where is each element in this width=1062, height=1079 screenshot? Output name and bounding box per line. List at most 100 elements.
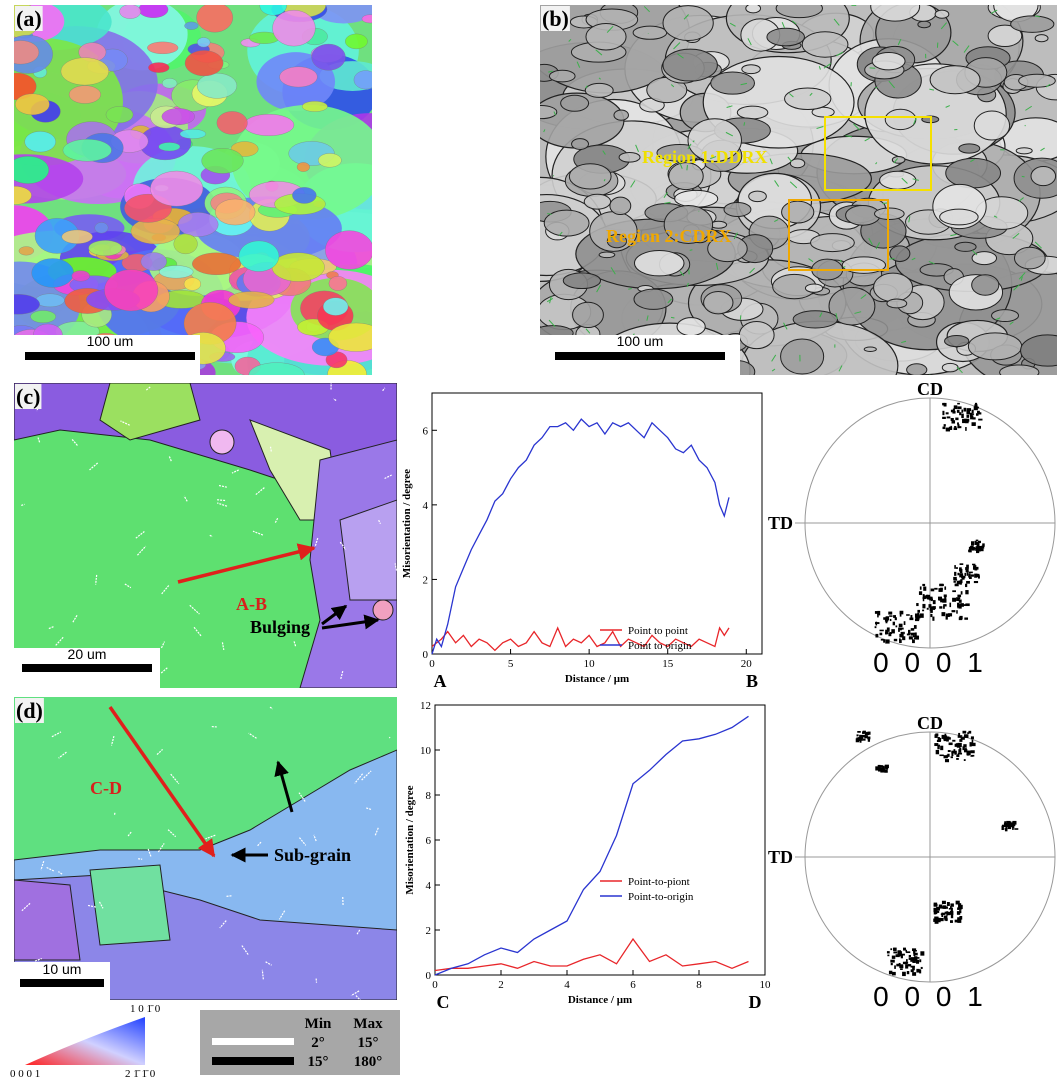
pole-density [961,409,963,412]
grain [139,1,168,17]
pole-density [962,576,964,579]
pole-density [899,638,901,641]
pole-density [971,743,975,746]
pole-density [863,739,866,741]
pole-density [900,628,902,630]
lagb [389,737,390,738]
pole-density [939,606,942,608]
pole-density [962,731,966,734]
pole-density [961,591,963,594]
grain [239,241,279,272]
pole-density [964,617,968,619]
pole-density [952,590,956,592]
pole-density [959,603,962,605]
pole-density [965,747,967,749]
x-tick-label: 0 [429,658,435,670]
grain [354,71,377,90]
pole-density [893,951,897,953]
pole-density [903,632,905,634]
x-tick-label: 10 [760,979,772,991]
pole-density [893,615,896,618]
pole-density [956,567,958,569]
pole-density [951,420,955,423]
grain [36,294,65,307]
pole-density [916,603,918,606]
pole-density [908,964,911,966]
y-tick-label: 10 [420,745,432,757]
pole-density [917,610,920,613]
x-tick-label: 2 [498,979,504,991]
pole-density [941,612,945,616]
pole-density [961,735,963,737]
pole-density [934,743,938,746]
pole-density [952,740,955,742]
pole-density [954,572,956,576]
pole-density [932,617,934,621]
pole-density [953,577,957,580]
pole-density [972,417,975,419]
pole-density [885,765,889,769]
grain [174,234,198,254]
pole-density [887,951,890,953]
grain [992,310,1019,322]
grain [918,21,931,28]
pole-density [942,901,946,904]
pole-density [920,586,922,589]
pole-density [935,734,938,738]
grain [150,171,203,206]
pole-density [951,410,954,413]
pole-density [865,732,868,735]
subgrain-boundary [997,0,999,5]
grain [785,88,831,110]
table-header: Max [353,1016,383,1032]
grain [885,109,916,129]
series-line [435,939,749,971]
pole-density [977,411,980,414]
pole-density [905,964,908,968]
pole-density [969,577,972,579]
pole-density [875,622,879,624]
grain [273,10,316,46]
legend-label: Point to origin [628,640,692,652]
grain [737,106,768,119]
pole-density [950,426,952,430]
pole-density [923,594,925,597]
pole-density [946,614,950,617]
grain [561,95,589,111]
pole-density [961,737,965,740]
pole-density [906,950,908,953]
pole-density [957,573,959,576]
pole-density [943,604,946,606]
grain [362,15,379,23]
grain [573,302,604,327]
grain [569,164,611,189]
pole-density [927,608,929,610]
grain [563,273,600,289]
legend-label: Point to point [628,625,688,637]
grain [549,70,575,82]
pole-density [942,403,945,405]
pole-density [949,743,953,746]
pole-density [957,403,960,405]
pole-density [893,622,895,626]
pole-density [972,422,976,426]
ipf-corner: 0 0 0 1 [10,1068,40,1079]
subgrain-boundary [1025,125,1026,126]
pole-density [885,632,887,635]
x-tick-label: 0 [432,979,438,991]
pole-density [902,972,906,976]
pole-density [1006,826,1008,829]
grain [312,44,346,70]
x-tick-label: 5 [508,658,514,670]
pole-density [958,753,962,755]
pole-density [942,417,946,419]
grain [148,63,169,73]
grain [373,600,393,620]
pole-density [961,414,964,418]
pole-density [889,971,892,975]
grain [0,294,40,314]
scale-bar [22,664,152,672]
pole-density [900,611,904,615]
pole-density [956,901,960,905]
pole-density [967,408,971,411]
